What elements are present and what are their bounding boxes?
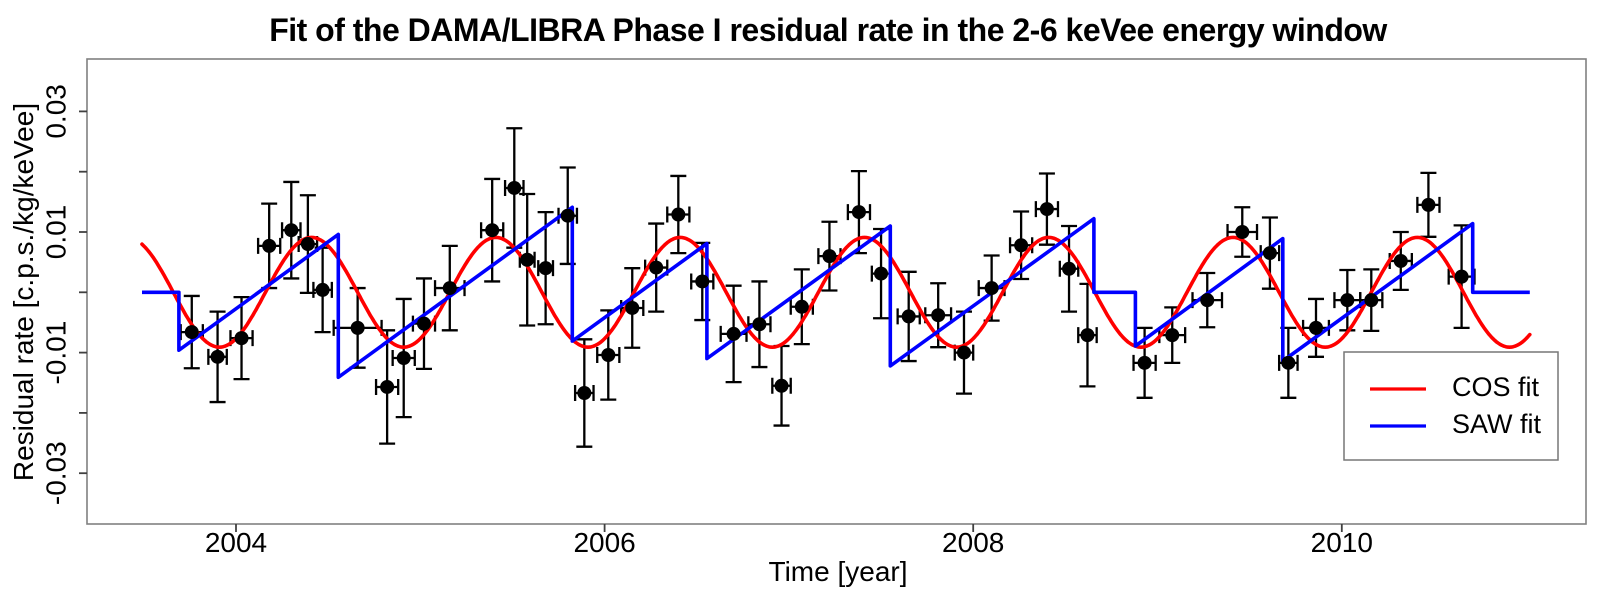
y-tick-label: 0.03 — [40, 84, 71, 138]
x-tick-label: 2008 — [942, 527, 1004, 558]
data-point — [1340, 293, 1355, 308]
data-point — [931, 308, 946, 323]
data-point — [520, 252, 535, 267]
data-point — [577, 386, 592, 401]
data-point — [726, 326, 741, 341]
data-point — [695, 274, 710, 289]
data-point — [625, 300, 640, 315]
data-point — [956, 345, 971, 360]
saw-fit-curve — [142, 205, 1530, 380]
data-point — [1454, 269, 1469, 284]
legend-box — [1343, 351, 1559, 461]
data-point — [649, 260, 664, 275]
x-tick-label: 2006 — [573, 527, 635, 558]
data-point — [300, 237, 315, 252]
data-point — [794, 299, 809, 314]
data-point — [601, 348, 616, 363]
y-tick-label: -0.01 — [40, 321, 71, 385]
data-point — [396, 351, 411, 366]
data-point — [507, 180, 522, 195]
data-point — [485, 223, 500, 238]
y-tick-label: 0.01 — [40, 205, 71, 260]
data-point — [234, 331, 249, 346]
data-point — [284, 223, 299, 238]
data-point — [380, 379, 395, 394]
data-point — [752, 317, 767, 332]
data-point — [1137, 355, 1152, 370]
x-axis-title: Time [year] — [768, 556, 908, 587]
data-point — [1165, 328, 1180, 343]
x-tick-label: 2010 — [1311, 527, 1373, 558]
data-point — [1308, 320, 1323, 335]
data-point — [538, 261, 553, 276]
data-point — [1364, 293, 1379, 308]
data-point — [184, 325, 199, 340]
data-point — [262, 238, 277, 253]
data-point — [901, 309, 916, 324]
data-point — [671, 207, 686, 222]
data-point — [1393, 253, 1408, 268]
x-tick-label: 2004 — [205, 527, 267, 558]
data-point — [560, 208, 575, 223]
legend-label: SAW fit — [1452, 409, 1542, 439]
y-axis-title: Residual rate [c.p.s./kg/keVee] — [8, 102, 39, 482]
data-point — [1062, 261, 1077, 276]
data-point — [851, 205, 866, 220]
data-point — [1039, 202, 1054, 217]
data-point — [1080, 328, 1095, 343]
data-point — [1235, 225, 1250, 239]
data-point — [1262, 246, 1277, 261]
data-point — [350, 320, 365, 335]
data-point — [1281, 355, 1296, 370]
data-point — [774, 378, 789, 393]
data-point — [315, 282, 330, 297]
data-point — [874, 266, 889, 281]
cos-fit-curve — [140, 235, 1532, 349]
data-point — [984, 281, 999, 296]
data-point — [442, 281, 457, 296]
y-tick-label: -0.03 — [40, 441, 71, 505]
data-point — [822, 249, 837, 264]
data-point — [1421, 197, 1436, 212]
data-point — [210, 349, 225, 364]
data-point — [1014, 238, 1029, 253]
chart-title: Fit of the DAMA/LIBRA Phase I residual r… — [269, 12, 1387, 48]
data-point — [416, 316, 431, 331]
legend-label: COS fit — [1452, 372, 1540, 402]
data-point — [1200, 293, 1215, 308]
